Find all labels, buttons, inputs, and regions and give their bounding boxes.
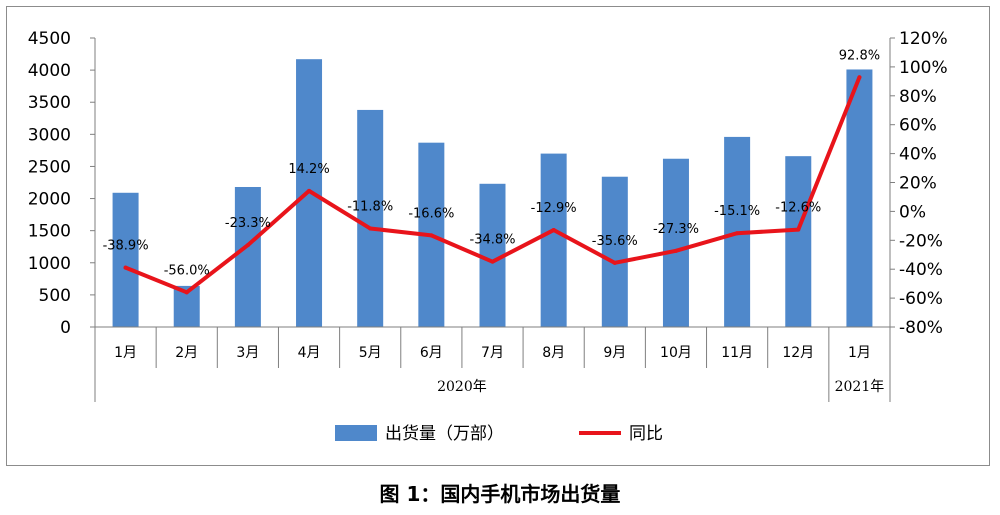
yoy-data-label: -23.3% [225, 216, 271, 231]
category-label: 3月 [236, 345, 259, 361]
right-tick-label: -80% [899, 318, 943, 338]
legend-label-shipment: 出货量（万部） [385, 424, 504, 444]
yoy-point-6 [429, 233, 434, 238]
left-tick-label: 500 [39, 286, 71, 306]
yoy-data-label: 92.8% [839, 48, 880, 63]
bar-shipment-3 [234, 186, 261, 327]
yoy-point-8 [551, 228, 556, 233]
left-tick-label: 4500 [28, 29, 71, 49]
left-tick-label: 2000 [28, 190, 71, 210]
yoy-point-12 [796, 227, 801, 232]
category-label: 7月 [481, 345, 504, 361]
left-tick-label: 3000 [28, 125, 71, 145]
right-tick-label: 80% [899, 87, 937, 107]
yoy-point-2 [184, 290, 189, 295]
year-group-label: 2021年 [835, 379, 885, 395]
yoy-data-label: -35.6% [592, 234, 638, 249]
category-label: 1月 [848, 345, 871, 361]
category-label: 12月 [782, 345, 814, 361]
yoy-data-label: -27.3% [653, 222, 699, 237]
right-tick-label: 120% [899, 29, 948, 49]
year-group-label: 2020年 [437, 379, 487, 395]
right-tick-label: -40% [899, 260, 943, 280]
yoy-point-11 [735, 231, 740, 236]
yoy-data-label: -12.9% [531, 201, 577, 216]
yoy-point-5 [368, 226, 373, 231]
bar-shipment-1 [112, 192, 139, 327]
left-tick-label: 1000 [28, 254, 71, 274]
yoy-point-13 [857, 75, 862, 80]
legend-label-yoy: 同比 [629, 424, 663, 444]
bar-shipment-5 [357, 109, 384, 327]
category-label: 11月 [721, 345, 753, 361]
category-label: 4月 [298, 345, 321, 361]
left-tick-label: 3500 [28, 93, 71, 113]
bar-shipment-8 [540, 153, 567, 327]
category-label: 2月 [175, 345, 198, 361]
yoy-data-label: -15.1% [714, 204, 760, 219]
right-tick-label: 60% [899, 116, 937, 136]
bar-shipment-13 [846, 69, 873, 328]
yoy-point-1 [123, 265, 128, 270]
left-tick-label: 1500 [28, 222, 71, 242]
right-tick-label: 20% [899, 174, 937, 194]
yoy-point-7 [490, 259, 495, 264]
category-label: 1月 [114, 345, 137, 361]
yoy-data-label: -38.9% [103, 239, 149, 254]
chart-canvas: 0 500 1000 1500 2000 2500 3000 3500 4000 4500 -80%… [28, 29, 948, 444]
right-tick-label: 100% [899, 58, 948, 78]
left-tick-label: 0 [60, 318, 71, 338]
yoy-data-label: -16.6% [408, 206, 454, 221]
yoy-data-label: -11.8% [347, 199, 393, 214]
chart-frame: 0 500 1000 1500 2000 2500 3000 3500 4000 4500 -80%… [6, 6, 990, 466]
yoy-data-label: -56.0% [164, 263, 210, 278]
category-label: 9月 [603, 345, 626, 361]
yoy-point-10 [673, 248, 678, 253]
right-tick-label: 0% [899, 202, 926, 222]
yoy-point-9 [612, 260, 617, 265]
bar-shipment-12 [785, 156, 812, 327]
bar-shipment-10 [662, 158, 689, 327]
left-tick-label: 4000 [28, 61, 71, 81]
bar-shipment-9 [601, 176, 628, 327]
yoy-point-4 [307, 188, 312, 193]
yoy-data-label: -34.8% [470, 233, 516, 248]
category-label: 6月 [420, 345, 443, 361]
yoy-data-label: 14.2% [288, 162, 329, 177]
left-tick-label: 2500 [28, 157, 71, 177]
right-tick-label: -60% [899, 289, 943, 309]
right-tick-label: -20% [899, 231, 943, 251]
yoy-data-label: -12.6% [775, 201, 821, 216]
category-label: 8月 [542, 345, 565, 361]
figure-caption: 图 1：国内手机市场出货量 [379, 482, 621, 506]
right-tick-label: 40% [899, 145, 937, 165]
category-label: 10月 [660, 345, 692, 361]
category-label: 5月 [359, 345, 382, 361]
legend-swatch-shipment [335, 425, 377, 441]
yoy-point-3 [245, 243, 250, 248]
